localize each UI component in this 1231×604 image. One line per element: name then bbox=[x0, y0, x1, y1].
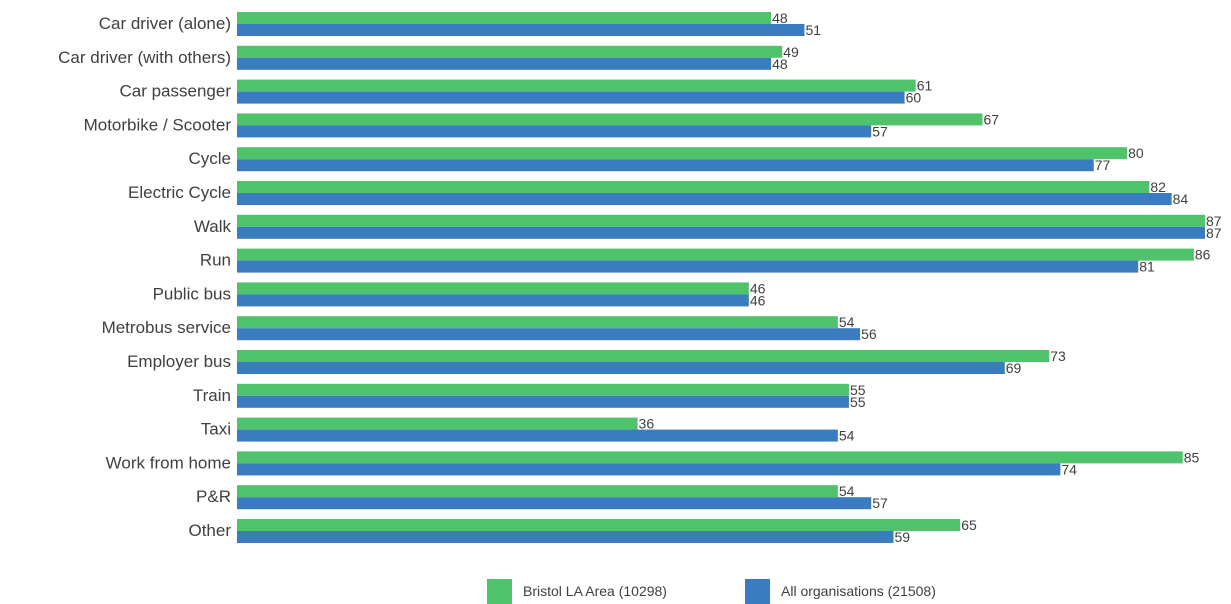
data-label: 48 bbox=[772, 56, 788, 72]
bar-bristol bbox=[237, 147, 1128, 160]
legend-label: Bristol LA Area (10298) bbox=[523, 583, 667, 599]
category-label: P&R bbox=[196, 487, 231, 506]
bar-bristol bbox=[237, 12, 772, 24]
category-label: Metrobus service bbox=[102, 318, 231, 337]
data-label: 55 bbox=[850, 382, 866, 398]
bar-all-organisations bbox=[237, 159, 1094, 172]
category-label: Work from home bbox=[106, 453, 231, 472]
data-label: 80 bbox=[1128, 145, 1144, 161]
bar-all-organisations bbox=[237, 328, 861, 341]
category-label: Train bbox=[193, 386, 231, 405]
data-label: 57 bbox=[872, 495, 888, 511]
data-label: 46 bbox=[750, 292, 766, 308]
data-label: 77 bbox=[1095, 157, 1111, 173]
bar-bristol bbox=[237, 417, 638, 430]
bar-bristol bbox=[237, 316, 838, 329]
bar-all-organisations bbox=[237, 226, 1205, 239]
data-label: 87 bbox=[1206, 213, 1222, 229]
bar-bristol bbox=[237, 383, 849, 396]
bar-all-organisations bbox=[237, 125, 872, 138]
data-label: 59 bbox=[894, 529, 910, 545]
bar-all-organisations bbox=[237, 463, 1061, 476]
bar-bristol bbox=[237, 451, 1183, 464]
bar-all-organisations bbox=[237, 193, 1172, 205]
data-label: 87 bbox=[1206, 225, 1222, 241]
category-label: Walk bbox=[194, 217, 232, 236]
labels-layer: Car driver (alone) 48 51 Car driver (with o… bbox=[58, 10, 1222, 545]
bar-all-organisations bbox=[237, 294, 749, 307]
bar-all-organisations bbox=[237, 362, 1005, 374]
data-label: 81 bbox=[1139, 259, 1155, 275]
bar-bristol bbox=[237, 519, 961, 531]
bars-layer bbox=[237, 12, 1205, 543]
bar-all-organisations bbox=[237, 429, 838, 442]
data-label: 46 bbox=[750, 280, 766, 296]
legend: Bristol LA Area (10298) All organisations… bbox=[487, 579, 936, 604]
data-label: 82 bbox=[1150, 179, 1166, 195]
data-label: 49 bbox=[783, 44, 799, 60]
data-label: 36 bbox=[639, 416, 655, 432]
bar-bristol bbox=[237, 45, 783, 58]
data-label: 67 bbox=[983, 111, 999, 127]
bar-bristol bbox=[237, 181, 1150, 193]
data-label: 56 bbox=[861, 326, 877, 342]
category-label: Cycle bbox=[188, 149, 231, 168]
data-label: 57 bbox=[872, 123, 888, 139]
data-label: 55 bbox=[850, 394, 866, 410]
data-label: 54 bbox=[839, 483, 855, 499]
data-label: 48 bbox=[772, 10, 788, 26]
data-label: 69 bbox=[1006, 360, 1022, 376]
data-label: 65 bbox=[961, 517, 977, 533]
bar-bristol bbox=[237, 113, 983, 126]
data-label: 51 bbox=[805, 22, 821, 38]
bar-all-organisations bbox=[237, 497, 872, 510]
data-label: 86 bbox=[1195, 247, 1211, 263]
data-label: 74 bbox=[1061, 461, 1077, 477]
category-label: Car driver (alone) bbox=[99, 14, 231, 33]
bar-bristol bbox=[237, 485, 838, 498]
data-label: 60 bbox=[906, 90, 922, 106]
data-label: 54 bbox=[839, 428, 855, 444]
legend-swatch bbox=[745, 579, 770, 604]
legend-label: All organisations (21508) bbox=[781, 583, 936, 599]
bar-bristol bbox=[237, 282, 749, 295]
bar-all-organisations bbox=[237, 395, 849, 408]
bar-all-organisations bbox=[237, 24, 805, 36]
data-label: 85 bbox=[1184, 449, 1200, 465]
bar-all-organisations bbox=[237, 260, 1139, 273]
category-label: Car driver (with others) bbox=[58, 48, 231, 67]
bar-bristol bbox=[237, 248, 1194, 261]
category-label: Taxi bbox=[201, 420, 231, 439]
category-label: Electric Cycle bbox=[128, 183, 231, 202]
data-label: 61 bbox=[917, 78, 933, 94]
bar-all-organisations bbox=[237, 57, 772, 70]
data-label: 54 bbox=[839, 314, 855, 330]
category-label: Car passenger bbox=[119, 82, 231, 101]
bar-bristol bbox=[237, 79, 916, 92]
data-label: 84 bbox=[1173, 191, 1189, 207]
bar-all-organisations bbox=[237, 531, 894, 543]
category-label: Other bbox=[188, 521, 231, 540]
category-label: Employer bus bbox=[127, 352, 231, 371]
bar-all-organisations bbox=[237, 91, 905, 104]
category-label: Motorbike / Scooter bbox=[84, 115, 232, 134]
data-label: 73 bbox=[1050, 348, 1066, 364]
bar-bristol bbox=[237, 350, 1050, 362]
legend-swatch bbox=[487, 579, 512, 604]
bar-bristol bbox=[237, 214, 1205, 227]
category-label: Run bbox=[200, 251, 231, 270]
category-label: Public bus bbox=[153, 284, 231, 303]
